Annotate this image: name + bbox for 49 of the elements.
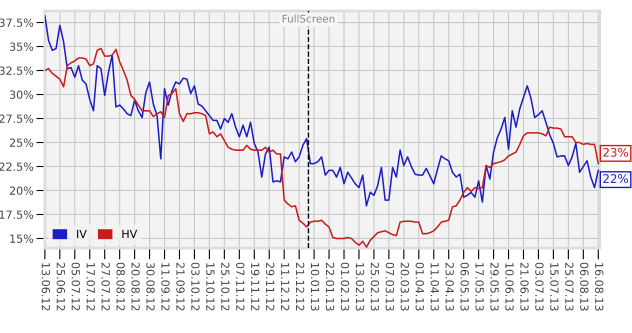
x-tick-label: 22.01.13 xyxy=(326,262,334,311)
y-tick-label: 20% xyxy=(10,186,34,195)
x-tick-label: 05.07.12 xyxy=(72,262,80,310)
y-tick-label: 25% xyxy=(10,138,34,147)
x-tick-label: 06.08.13 xyxy=(580,262,588,311)
x-tick-label: 17.07.12 xyxy=(86,263,95,310)
x-tick-label: 07.03.13 xyxy=(386,262,394,311)
annotation: 22% xyxy=(603,174,628,184)
x-tick-label: 03.10.12 xyxy=(191,262,200,310)
x-tick-label: 29.05.13 xyxy=(490,262,499,311)
x-tick-label: 20.08.12 xyxy=(131,262,140,310)
x-tick-label: 23.04.13 xyxy=(445,262,454,311)
annotation: 23% xyxy=(603,148,628,157)
x-tick-label: 13.02.13 xyxy=(356,263,364,311)
x-tick-label: 08.08.12 xyxy=(116,262,125,310)
y-tick-label: 35% xyxy=(10,42,34,51)
x-tick-label: 13.06.12 xyxy=(42,263,50,310)
x-tick-label: 30.08.12 xyxy=(146,262,155,310)
x-tick-label: 25.10.12 xyxy=(221,262,230,310)
x-tick-label: 25.07.13 xyxy=(565,262,574,311)
legend-label: HV xyxy=(122,230,138,238)
x-tick-label: 03.07.13 xyxy=(535,262,544,311)
annotation: FullScreen xyxy=(282,14,334,23)
x-tick-label: 10.01.13 xyxy=(310,263,320,311)
x-tick-label: 17.05.13 xyxy=(475,263,484,311)
x-tick-label: 25.06.12 xyxy=(56,262,66,310)
y-tick-label: 15% xyxy=(10,234,34,243)
x-tick-label: 10.06.13 xyxy=(505,263,514,311)
y-tick-label: 30% xyxy=(10,90,34,99)
x-tick-label: 06.05.13 xyxy=(460,262,469,311)
x-tick-label: 15.07.13 xyxy=(550,263,559,311)
x-tick-label: 21.12.12 xyxy=(296,262,304,310)
x-tick-label: 19.11.12 xyxy=(251,263,260,310)
x-tick-label: 01.04.13 xyxy=(416,262,424,311)
x-tick-label: 01.02.13 xyxy=(340,262,350,311)
x-tick-label: 15.10.12 xyxy=(206,263,215,310)
x-tick-label: 11.04.13 xyxy=(430,263,439,311)
legend-label: IV xyxy=(77,230,87,238)
x-tick-label: 07.11.12 xyxy=(236,262,244,310)
x-tick-label: 29.11.12 xyxy=(266,262,274,310)
x-tick-label: 27.07.12 xyxy=(101,262,110,310)
y-tick-label: 17.5% xyxy=(0,210,34,219)
x-tick-label: 25.02.13 xyxy=(370,262,380,311)
x-tick-label: 16.08.13 xyxy=(595,263,604,311)
x-tick-label: 21.09.12 xyxy=(176,262,185,310)
x-tick-label: 20.03.13 xyxy=(400,262,410,311)
x-tick-label: 11.12.12 xyxy=(281,263,290,310)
x-tick-label: 21.06.13 xyxy=(520,262,529,311)
x-tick-label: 11.09.12 xyxy=(161,263,170,310)
